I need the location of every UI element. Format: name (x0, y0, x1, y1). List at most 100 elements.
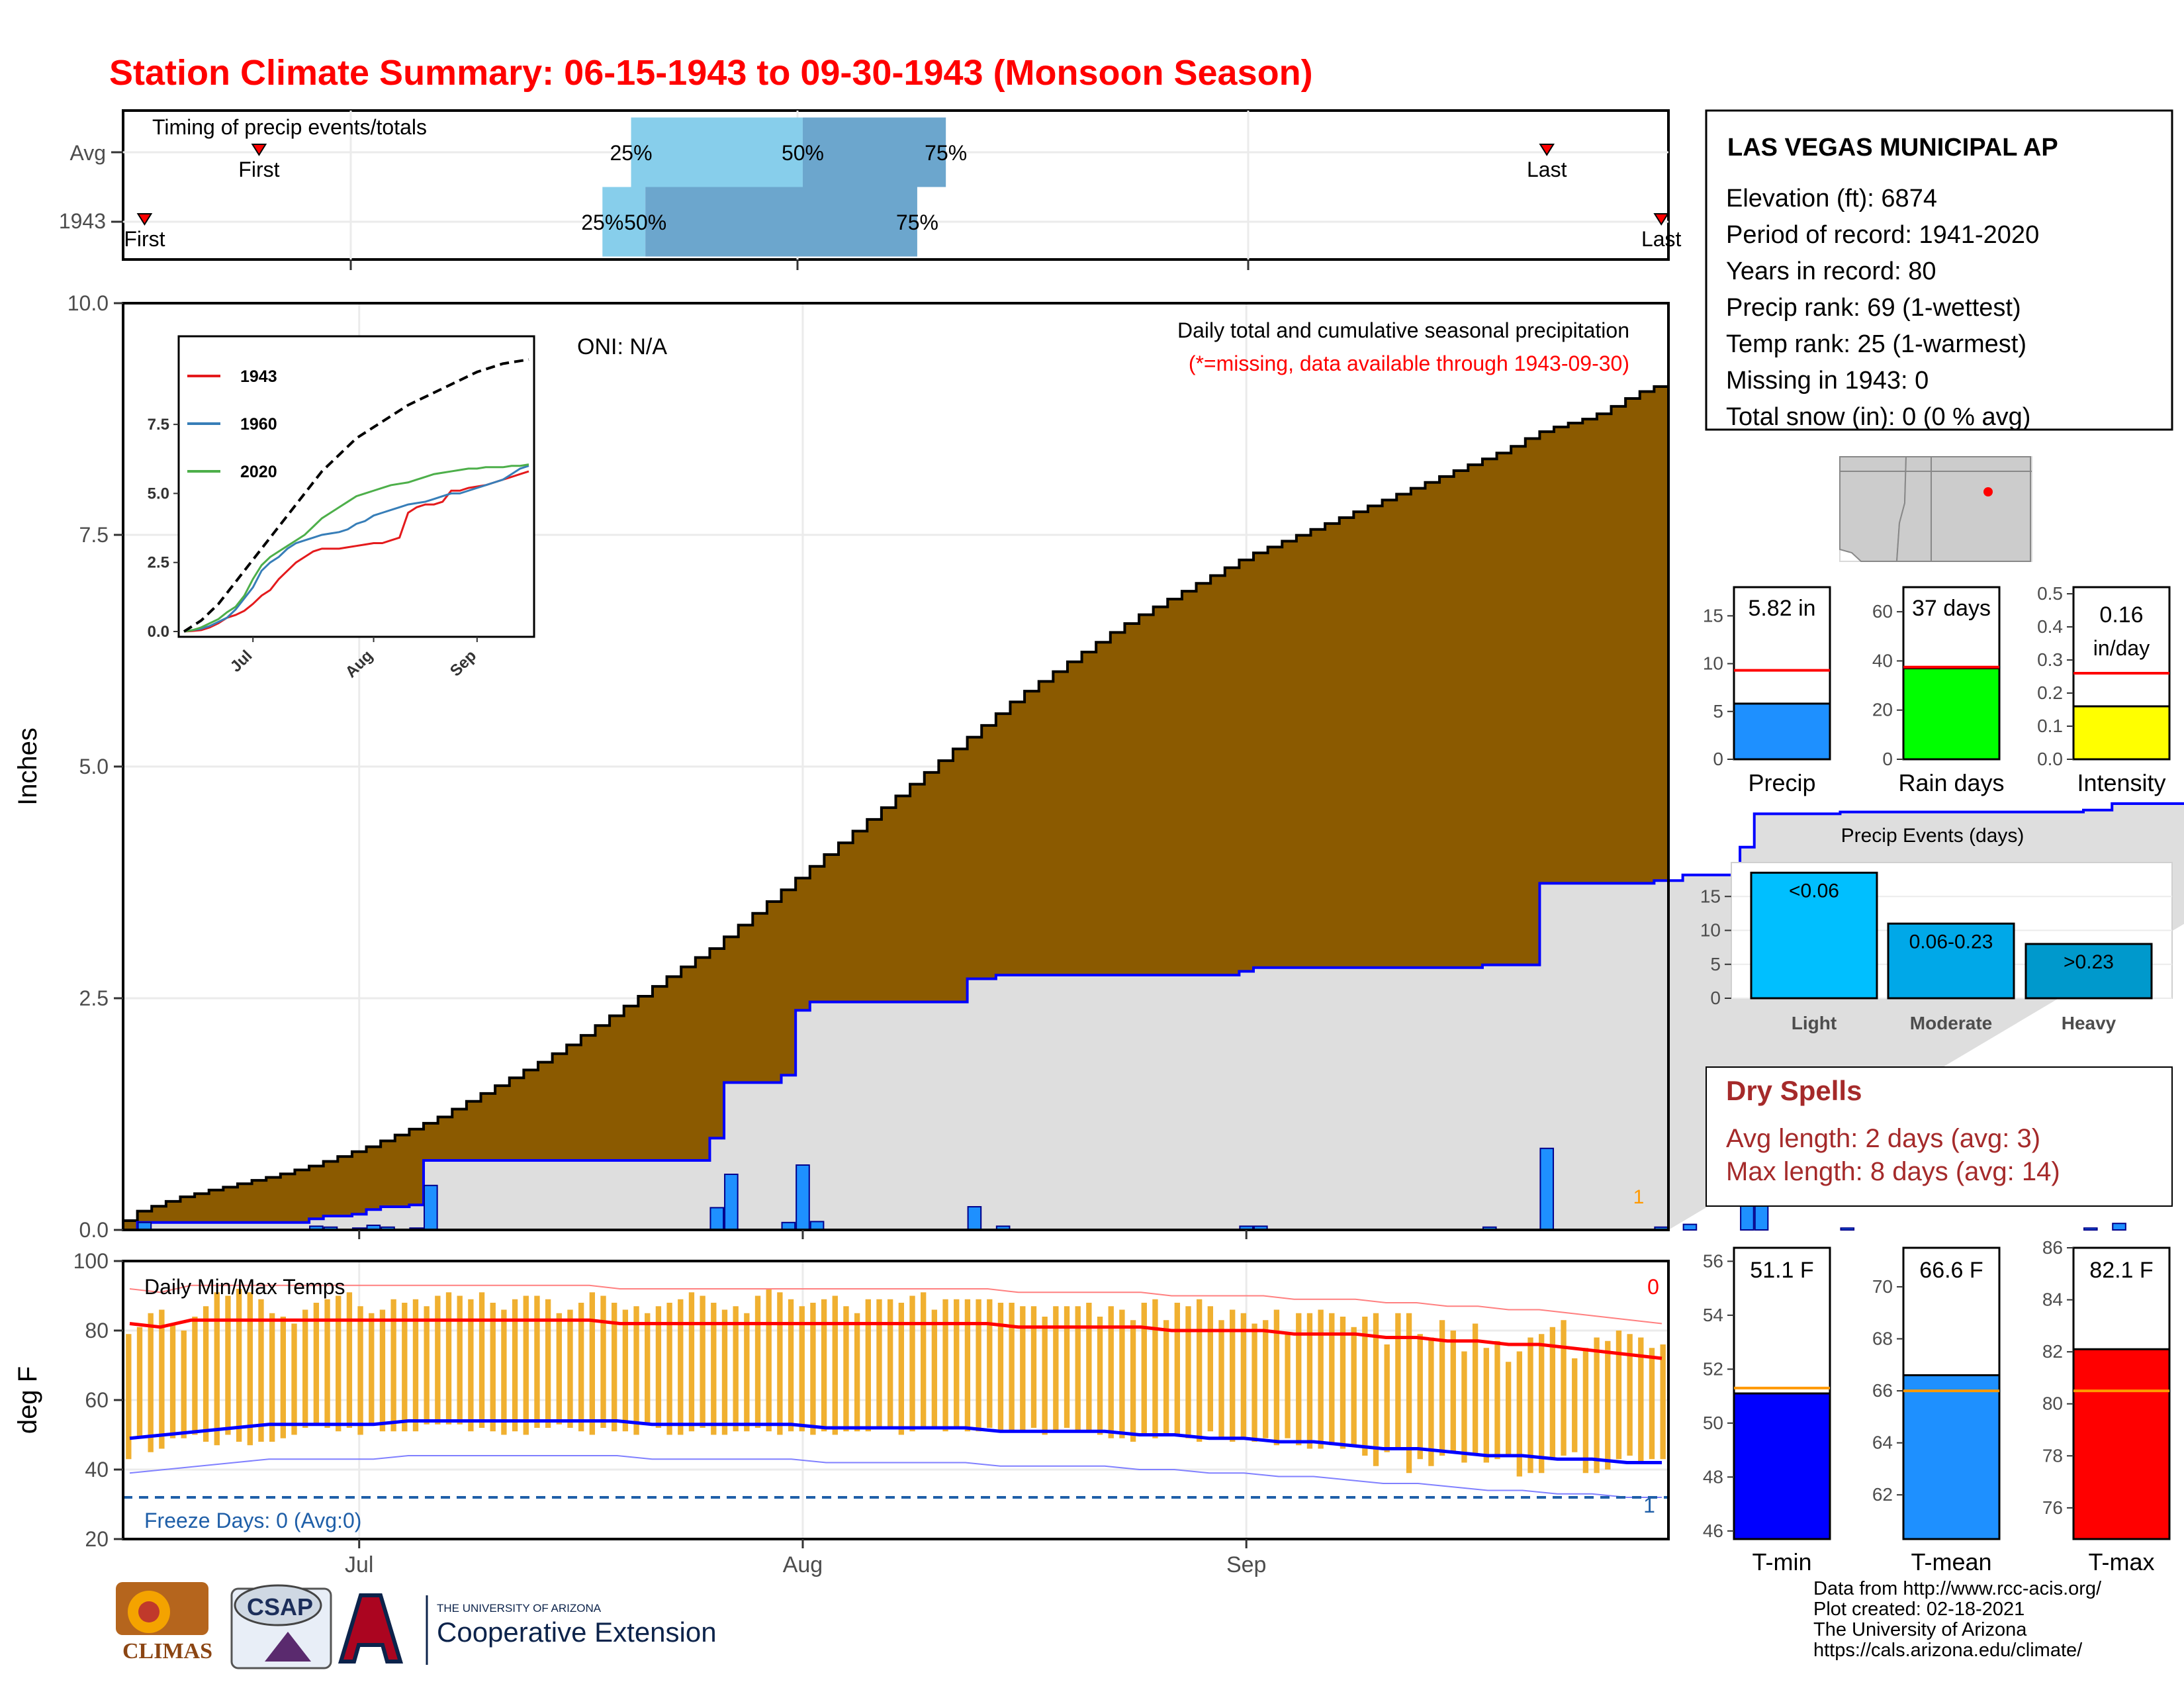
daily-precip-bar (796, 1164, 810, 1231)
events-bar-Heavy (2025, 943, 2153, 1000)
csap-logo: CSAP (230, 1584, 332, 1669)
daily-temp-range-bar (192, 1317, 198, 1435)
precip-y-tick-label: 7.5 (79, 523, 109, 547)
daily-temp-range-bar (336, 1295, 341, 1432)
timing-q25-Avg: 25% (610, 141, 652, 165)
summary-value-Intensity: 0.16 (2099, 602, 2143, 628)
avg-tmin-line (129, 1419, 1662, 1464)
temp-corner-bottom: 1 (1643, 1493, 1655, 1517)
inset-y-tick-label: 2.5 (148, 554, 169, 572)
daily-temp-range-bar (921, 1292, 927, 1428)
temp-summary-y-tick-label: 76 (2042, 1497, 2063, 1518)
timing-bar-upper-1943 (645, 187, 917, 257)
timing-first-label-Avg: First (238, 158, 279, 181)
daily-temp-range-bar (1042, 1317, 1048, 1435)
daily-temp-range-bar (148, 1313, 154, 1452)
daily-temp-range-bar (954, 1299, 960, 1428)
daily-temp-range-bar (810, 1303, 816, 1435)
precip-y-label: Inches (13, 727, 42, 806)
daily-temp-range-bar (1218, 1320, 1224, 1438)
temp-y-tick-label: 40 (85, 1458, 109, 1481)
daily-temp-range-bar (655, 1306, 662, 1428)
daily-temp-range-bar (721, 1309, 728, 1435)
events-bar-Moderate (1887, 922, 2015, 1000)
daily-temp-range-bar (666, 1303, 672, 1435)
station-info-line: Precip rank: 69 (1-wettest) (1726, 294, 2021, 322)
daily-temp-range-bar (1549, 1327, 1556, 1460)
daily-temp-range-bar (468, 1299, 474, 1432)
daily-temp-range-bar (369, 1313, 375, 1425)
daily-temp-range-bar (1318, 1309, 1324, 1449)
daily-precip-bar (724, 1174, 739, 1231)
daily-temp-range-bar (324, 1299, 330, 1428)
summary-y-tick-label: 0.0 (2037, 749, 2063, 769)
precip-y-tick-label: 5.0 (79, 755, 109, 778)
inset-series-line-2020 (183, 463, 529, 633)
daily-temp-range-bar (1572, 1358, 1578, 1452)
daily-temp-range-bar (766, 1289, 772, 1432)
daily-temp-range-bar (1030, 1306, 1037, 1428)
inset-y-tick-label: 0.0 (148, 623, 169, 641)
daily-temp-range-bar (1108, 1306, 1114, 1438)
daily-temp-range-bar (291, 1323, 297, 1435)
climas-logo: CLIMAS (116, 1582, 212, 1664)
inset-y-tick-label: 5.0 (148, 485, 169, 502)
daily-temp-range-bar (1373, 1313, 1379, 1466)
daily-temp-range-bar (700, 1295, 705, 1428)
events-y-tick-label: 15 (1700, 886, 1721, 906)
daily-precip-bar (2112, 1223, 2126, 1231)
timing-first-label-1943: First (124, 227, 165, 251)
daily-temp-range-bar (633, 1306, 639, 1435)
daily-temp-range-bar (346, 1292, 353, 1428)
daily-temp-range-bar (976, 1299, 981, 1432)
summary-bar-Intensity (2072, 705, 2171, 761)
daily-temp-range-bar (1582, 1348, 1589, 1474)
station-name: LAS VEGAS MUNICIPAL AP (1727, 134, 2058, 162)
daily-temp-range-bar (412, 1299, 419, 1432)
date-x-tick-label: Sep (1226, 1552, 1267, 1577)
timing-last-marker-1943 (1653, 213, 1669, 226)
timing-q50-Avg: 50% (782, 141, 824, 165)
daily-precip-bar (709, 1207, 725, 1231)
daily-temp-range-bar (1230, 1309, 1236, 1442)
temp-summary-y-tick-label: 48 (1703, 1466, 1723, 1487)
daily-temp-range-bar (302, 1309, 308, 1428)
summary-y-tick-label: 60 (1872, 601, 1893, 622)
precip-events-chart: Precip Events (days) 0 5 10 15 <0.06 Light 0.0… (1700, 825, 2173, 1033)
events-value-Light: <0.06 (1789, 880, 1839, 902)
summary-y-tick-label: 0.4 (2037, 616, 2063, 637)
temp-summary-bar-T-mean (1902, 1374, 2001, 1540)
temp-panel-title: Daily Min/Max Temps (144, 1275, 345, 1299)
daily-temp-range-bar (1053, 1306, 1059, 1432)
daily-temp-range-bar (1516, 1351, 1523, 1477)
location-map (1839, 456, 2032, 562)
summary-label-Rain days: Rain days (1898, 769, 2004, 796)
credit-created: Plot created: 02-18-2021 (1813, 1599, 2025, 1620)
summary-y-tick-label: 0 (1713, 749, 1723, 769)
summary-y-tick-label: 40 (1872, 650, 1893, 671)
daily-precip-bar (2083, 1227, 2098, 1231)
daily-temp-range-bar (1561, 1320, 1567, 1456)
events-label-Light: Light (1792, 1013, 1837, 1033)
page-title: Station Climate Summary: 06-15-1943 to 0… (109, 53, 1313, 93)
record-tmax-line (129, 1284, 1662, 1325)
daily-precip-bar (424, 1184, 438, 1231)
events-label-Heavy: Heavy (2062, 1013, 2116, 1033)
daily-temp-range-bar (1351, 1327, 1357, 1446)
timing-last-label-1943: Last (1641, 227, 1682, 251)
daily-temp-range-bar (622, 1309, 629, 1432)
dry-spells-box: Dry Spells Avg length: 2 days (avg: 3) M… (1706, 1066, 2173, 1207)
daily-temp-range-bar (898, 1303, 905, 1435)
summary-y-tick-label: 15 (1703, 605, 1723, 626)
daily-temp-range-bar (1660, 1344, 1666, 1460)
freeze-days-label: Freeze Days: 0 (Avg:0) (144, 1509, 361, 1532)
inset-legend-label-1943: 1943 (240, 367, 277, 386)
daily-temp-range-bar (788, 1299, 794, 1432)
daily-temp-range-bar (1064, 1306, 1070, 1428)
temp-summary-bar-T-max (2072, 1348, 2171, 1540)
daily-temp-range-bar (1097, 1317, 1103, 1435)
temp-panel: 20 40 60 80 100 deg F Daily Min/Max Temps Fr… (13, 1249, 1670, 1577)
svg-text:THE UNIVERSITY OF ARIZONA: THE UNIVERSITY OF ARIZONA (437, 1602, 602, 1615)
daily-temp-range-bar (1285, 1334, 1291, 1438)
temp-summary-label-T-mean: T-mean (1911, 1548, 1991, 1575)
